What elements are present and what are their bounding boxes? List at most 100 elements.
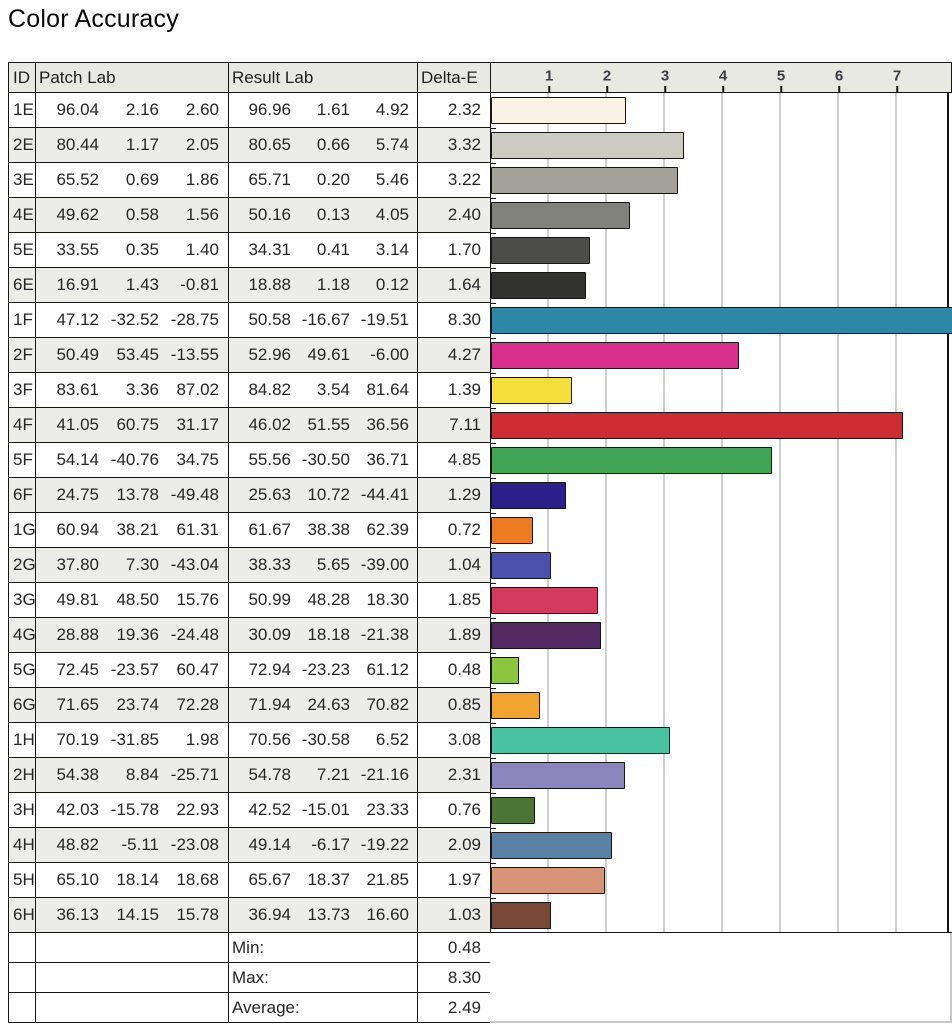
- lab-b-value: 1.98: [185, 730, 219, 749]
- table-row: 2H 54.38 8.84 -25.71 54.78 7.21 -21.16 2.31: [8, 758, 952, 794]
- lab-a-value: 53.45: [116, 345, 159, 364]
- lab-l-value: 16.91: [56, 275, 99, 294]
- lab-l-value: 49.62: [56, 205, 99, 224]
- lab-a-value: 1.43: [125, 275, 159, 294]
- lab-a-value: 1.18: [316, 275, 350, 294]
- patch-lab-values: 80.44 1.17 2.05: [35, 128, 228, 163]
- lab-a-value: 0.58: [125, 205, 159, 224]
- bar-cell: [490, 303, 952, 339]
- lab-l-value: 80.44: [56, 135, 99, 154]
- lab-l-value: 65.52: [56, 170, 99, 189]
- lab-b-value: -21.38: [360, 625, 409, 644]
- delta-e-value: 3.08: [417, 723, 490, 758]
- lab-a-value: 0.69: [125, 170, 159, 189]
- lab-a-value: 0.41: [316, 240, 350, 259]
- table-row: 5E 33.55 0.35 1.40 34.31 0.41 3.14 1.70: [8, 233, 952, 269]
- lab-l-value: 18.88: [248, 275, 291, 294]
- bar-cell: [490, 373, 952, 409]
- delta-e-value: 8.30: [417, 303, 490, 338]
- delta-e-value: 3.22: [417, 163, 490, 198]
- lab-l-value: 96.04: [56, 100, 99, 119]
- lab-l-value: 96.96: [248, 100, 291, 119]
- axis-tick-label: 5: [776, 67, 786, 85]
- lab-a-value: 18.14: [116, 870, 159, 889]
- lab-b-value: -39.00: [360, 555, 409, 574]
- result-lab-values: 34.31 0.41 3.14: [228, 233, 417, 268]
- result-lab-values: 70.56 -30.58 6.52: [228, 723, 417, 758]
- lab-l-value: 28.88: [56, 625, 99, 644]
- delta-e-value: 2.09: [417, 828, 490, 863]
- table-row: 5H 65.10 18.14 18.68 65.67 18.37 21.85 1.97: [8, 863, 952, 899]
- delta-e-bar: [491, 796, 536, 824]
- delta-e-value: 4.27: [417, 338, 490, 373]
- delta-e-value: 0.85: [417, 688, 490, 723]
- delta-e-bar: [491, 411, 904, 439]
- lab-l-value: 25.63: [248, 485, 291, 504]
- delta-e-value: 2.40: [417, 198, 490, 233]
- lab-l-value: 71.94: [248, 695, 291, 714]
- row-id: 5H: [8, 863, 35, 898]
- table-row: 3E 65.52 0.69 1.86 65.71 0.20 5.46 3.22: [8, 163, 952, 199]
- lab-a-value: -31.85: [110, 730, 159, 749]
- lab-a-value: 0.20: [316, 170, 350, 189]
- delta-e-bar: [491, 761, 625, 789]
- lab-l-value: 70.19: [56, 730, 99, 749]
- lab-b-value: -21.16: [360, 765, 409, 784]
- lab-b-value: -43.04: [170, 555, 219, 574]
- bar-cell: [490, 513, 952, 549]
- lab-l-value: 54.14: [56, 450, 99, 469]
- patch-lab-values: 33.55 0.35 1.40: [35, 233, 228, 268]
- result-lab-values: 72.94 -23.23 61.12: [228, 653, 417, 688]
- table-row: 5F 54.14 -40.76 34.75 55.56 -30.50 36.71 4.85: [8, 443, 952, 479]
- result-lab-values: 71.94 24.63 70.82: [228, 688, 417, 723]
- lab-l-value: 72.94: [248, 660, 291, 679]
- delta-e-bar: [491, 726, 670, 754]
- lab-l-value: 71.65: [56, 695, 99, 714]
- result-lab-values: 50.99 48.28 18.30: [228, 583, 417, 618]
- row-id: 4G: [8, 618, 36, 653]
- patch-lab-values: 65.10 18.14 18.68: [35, 863, 228, 898]
- lab-b-value: -23.08: [170, 835, 219, 854]
- lab-a-value: 5.65: [316, 555, 350, 574]
- table-row: 6G 71.65 23.74 72.28 71.94 24.63 70.82 0.85: [8, 688, 952, 724]
- table-row: 3F 83.61 3.36 87.02 84.82 3.54 81.64 1.39: [8, 373, 952, 409]
- patch-lab-values: 70.19 -31.85 1.98: [35, 723, 228, 758]
- lab-a-value: 60.75: [116, 415, 159, 434]
- bar-cell: [490, 653, 952, 689]
- lab-b-value: 4.92: [375, 100, 409, 119]
- lab-b-value: -0.81: [180, 275, 219, 294]
- lab-b-value: 16.60: [366, 905, 409, 924]
- bar-cell: [490, 618, 952, 654]
- result-lab-values: 55.56 -30.50 36.71: [228, 443, 417, 478]
- lab-b-value: -49.48: [170, 485, 219, 504]
- lab-b-value: 23.33: [366, 800, 409, 819]
- lab-a-value: 51.55: [307, 415, 350, 434]
- table-row: 6E 16.91 1.43 -0.81 18.88 1.18 0.12 1.64: [8, 268, 952, 304]
- lab-l-value: 50.99: [248, 590, 291, 609]
- bar-cell: [490, 408, 952, 444]
- summary-value: 2.49: [417, 993, 490, 1023]
- table-row: 4G 28.88 19.36 -24.48 30.09 18.18 -21.38 1.89: [8, 618, 952, 654]
- table-row: 4H 48.82 -5.11 -23.08 49.14 -6.17 -19.22 2.09: [8, 828, 952, 864]
- lab-b-value: 36.71: [366, 450, 409, 469]
- lab-a-value: 48.50: [116, 590, 159, 609]
- delta-e-bar: [491, 446, 773, 474]
- delta-e-bar: [491, 551, 552, 579]
- bar-cell: [490, 863, 952, 899]
- lab-b-value: 5.46: [375, 170, 409, 189]
- row-id: 6H: [8, 898, 35, 933]
- lab-l-value: 48.82: [56, 835, 99, 854]
- patch-lab-values: 48.82 -5.11 -23.08: [35, 828, 228, 863]
- bar-cell: [490, 793, 952, 829]
- result-lab-values: 54.78 7.21 -21.16: [228, 758, 417, 793]
- patch-lab-values: 49.62 0.58 1.56: [35, 198, 228, 233]
- summary-value: 0.48: [417, 933, 490, 963]
- lab-a-value: -30.58: [301, 730, 350, 749]
- lab-b-value: 87.02: [176, 380, 219, 399]
- lab-a-value: 7.21: [316, 765, 350, 784]
- summary-row: Max: 8.30: [8, 963, 952, 993]
- table-row: 4E 49.62 0.58 1.56 50.16 0.13 4.05 2.40: [8, 198, 952, 234]
- table-row: 1G 60.94 38.21 61.31 61.67 38.38 62.39 0.72: [8, 513, 952, 549]
- bar-cell: [490, 548, 952, 584]
- lab-b-value: 4.05: [375, 205, 409, 224]
